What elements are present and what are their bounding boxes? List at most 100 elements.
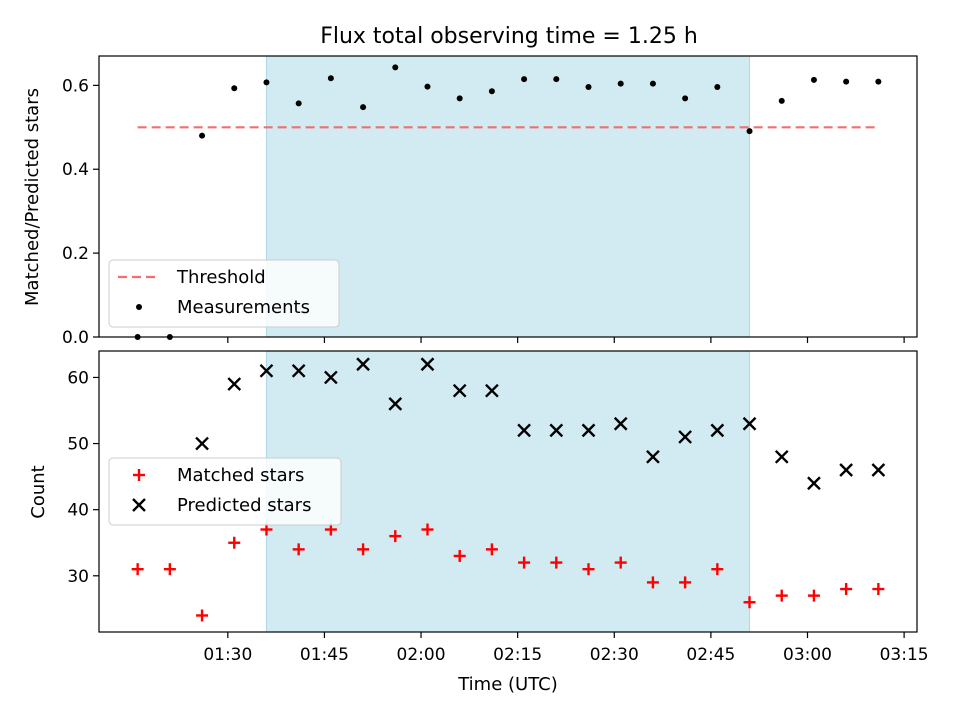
y-tick-label: 0.4 [62,160,89,180]
measurement-point [231,85,238,92]
matched-star-point [840,583,853,596]
cross-b [227,377,242,391]
measurement-point [360,104,367,111]
chart-title: Flux total observing time = 1.25 h [320,24,698,49]
measurement-point [843,78,850,85]
matched-star-point [872,583,885,596]
legend-swatch-measurements [136,304,142,310]
x-tick-label: 02:45 [686,645,735,665]
cross-b [324,370,338,385]
y-tick-label: 50 [67,435,89,455]
matched-star-point [518,556,531,569]
cross-b [517,423,531,438]
cross-b [807,476,821,491]
matched-star-point [679,576,692,589]
cross-b [678,430,692,444]
measurement-point [649,80,656,87]
matched-star-point [389,530,402,543]
cross-b [132,498,146,512]
measurement-point [424,83,431,90]
measurement-point [263,79,270,86]
predicted-star-point [613,416,628,431]
cross-b [871,463,886,477]
measurement-point [327,75,334,82]
legend-box [108,457,342,526]
matched-star-point [646,576,659,589]
cross-b [291,363,306,378]
legend-label: Predicted stars [177,495,311,516]
measurement-point [778,97,785,104]
matched-star-point [550,556,563,569]
cross-b [839,463,853,477]
predicted-star-point [742,416,757,431]
predicted-star-point [871,463,886,477]
matched-star-point [743,596,756,609]
measurement-point [746,128,753,135]
y-tick-label: 0.0 [62,328,89,348]
legend-swatch-predicted [132,498,146,512]
legend-label: Threshold [176,267,266,288]
matched-star-point [711,563,724,576]
cross-b [613,416,628,431]
matched-star-point [260,523,273,536]
bottom-legend: Matched stars Predicted stars [108,457,342,526]
predicted-star-point [259,363,274,378]
cross-b [710,423,725,438]
x-tick-label: 02:15 [493,645,542,665]
bottom-axes: 30 40 50 60 01:30 01:45 02:00 02:15 02:30 02:45 0… [28,350,929,695]
cross-b [259,363,274,378]
measurement-point [810,76,817,83]
measurement-point [682,95,689,102]
matched-star-point [582,563,595,576]
matched-star-point [131,563,144,576]
matched-star-point [775,589,788,602]
predicted-star-point [195,436,209,451]
matched-star-point [453,549,466,562]
cross-b [420,357,435,372]
predicted-star-point [774,449,789,464]
cross-b [356,357,370,372]
x-tick-label: 01:30 [203,645,252,665]
measurement-point [875,78,882,85]
matched-star-point [228,536,241,549]
cross-b [485,383,499,398]
predicted-star-point [517,423,531,438]
cross-b [742,416,757,431]
top-legend: Threshold Measurements [108,259,340,328]
x-tick-label: 03:00 [783,645,832,665]
predicted-star-point [549,423,564,438]
matched-star-point [196,609,209,622]
measurement-point [553,76,560,83]
x-axis-label: Time (UTC) [457,674,558,695]
predicted-star-point [388,397,403,411]
predicted-star-point [356,357,370,372]
predicted-star-point [291,363,306,378]
legend-box [108,259,340,328]
measurement-point [456,95,463,102]
predicted-star-point [485,383,499,398]
predicted-star-point [807,476,821,491]
cross-b [388,397,403,411]
cross-b [581,423,596,438]
matched-star-point [614,556,627,569]
measurement-point [521,76,528,83]
predicted-star-point [581,423,596,438]
measurement-point [392,64,399,71]
predicted-star-point [839,463,853,477]
x-tick-label: 01:45 [300,645,349,665]
matched-star-point [485,543,498,556]
predicted-star-point [324,370,338,385]
measurement-point [714,84,721,91]
legend-swatch-matched [133,469,145,481]
x-tick-label: 03:15 [880,645,929,665]
shaded-interval [265,350,751,633]
predicted-star-point [452,383,467,398]
matched-star-point [421,523,434,536]
top-y-axis-label: Matched/Predicted stars [22,88,43,306]
matched-star-point [324,523,337,536]
predicted-star-point [678,430,692,444]
y-tick-label: 60 [67,368,89,388]
shaded-interval [265,55,751,338]
top-axes: 0.0 0.2 0.4 0.6 Matched/Predicted stars Thr… [22,55,918,348]
predicted-star-point [646,449,660,464]
